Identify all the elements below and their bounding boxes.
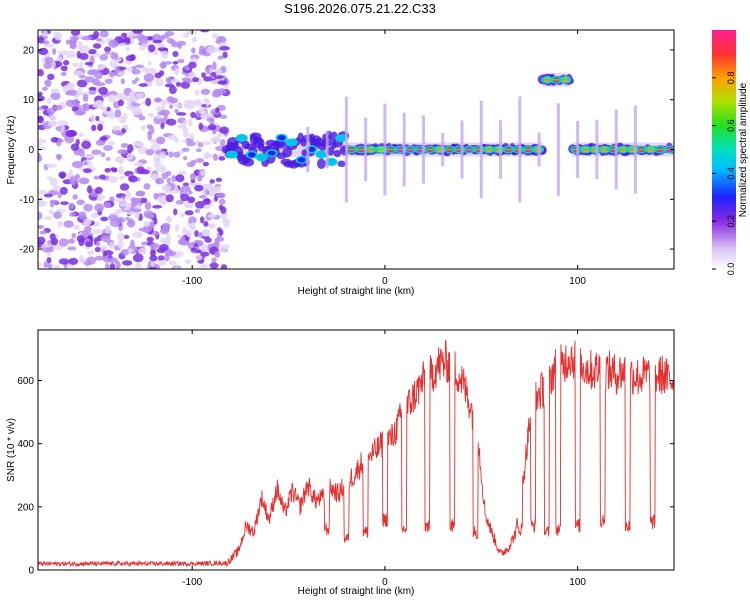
spectrogram-spur [499, 120, 503, 179]
snr-plot [38, 340, 674, 568]
spectrogram-ytick-label: -20 [20, 245, 35, 256]
spectrogram-spur [576, 120, 580, 179]
colorbar-axis: 0.0 0.2 0.4 0.6 0.8 [712, 72, 736, 276]
spectrogram-spur [306, 126, 310, 173]
spectrogram-spur [364, 117, 368, 182]
snr-axes: -100 0 100 0 200 400 600 [17, 330, 674, 588]
spectrogram-spur [518, 96, 522, 203]
spectrogram-spur [441, 133, 445, 166]
spectrogram-spur [556, 103, 560, 196]
spectrogram-feature [222, 130, 352, 170]
colorbar [712, 30, 736, 269]
spectrogram-spur [595, 119, 599, 180]
colorbar-label: Normalized spectral amplitude [738, 82, 749, 217]
spectrogram-spur [344, 96, 348, 203]
spectrogram-spur [421, 115, 425, 184]
snr-xtick-label: 0 [382, 577, 388, 588]
spectrogram-ytick-label: -10 [20, 195, 35, 206]
snr-ytick-label: 200 [17, 502, 34, 513]
spectrogram-ylabel: Frequency (Hz) [6, 116, 17, 185]
colorbar-tick-label: 0.6 [726, 119, 736, 132]
snr-xtick-label: -100 [182, 577, 202, 588]
spectrogram-ytick-label: 10 [23, 95, 35, 106]
spectrogram-xtick-label: 0 [382, 276, 388, 287]
spectrogram-spur [614, 109, 618, 190]
snr-frame [37, 329, 675, 571]
colorbar-tick-label: 0.4 [726, 167, 736, 180]
spectrogram-xtick-label: -100 [182, 276, 202, 287]
spectrogram-spur [402, 112, 406, 187]
spectrogram-spur [633, 105, 637, 194]
figure-title: S196.2026.075.21.22.C33 [284, 1, 436, 16]
spectrogram-plot [38, 30, 674, 269]
spectrogram-feature [38, 30, 231, 269]
snr-xtick-label: 100 [569, 577, 586, 588]
colorbar-tick-label: 0.0 [726, 263, 736, 276]
snr-ylabel: SNR (10 * v/v) [6, 418, 17, 482]
snr-ytick-label: 0 [28, 566, 34, 577]
spectrogram-feature [343, 142, 547, 157]
snr-ytick-label: 400 [17, 439, 34, 450]
spectrogram-feature [568, 142, 674, 157]
spectrogram-spur [325, 130, 329, 169]
spectrogram-ytick-label: 20 [23, 45, 35, 56]
snr-series-line [38, 340, 674, 568]
spectrogram-spur [383, 103, 387, 196]
spectrogram-xlabel: Height of straight line (km) [298, 286, 415, 297]
spectrogram-spur [460, 120, 464, 179]
spectrogram-ytick-label: 0 [28, 145, 34, 156]
snr-ytick-label: 600 [17, 376, 34, 387]
spectrogram-spur [479, 100, 483, 199]
snr-xlabel: Height of straight line (km) [298, 586, 415, 597]
spectrogram-xtick-label: 100 [569, 276, 586, 287]
colorbar-tick-label: 0.2 [726, 215, 736, 228]
spectrogram-feature [537, 72, 574, 87]
spectrogram-spur [537, 132, 541, 167]
colorbar-tick-label: 0.8 [726, 72, 736, 85]
